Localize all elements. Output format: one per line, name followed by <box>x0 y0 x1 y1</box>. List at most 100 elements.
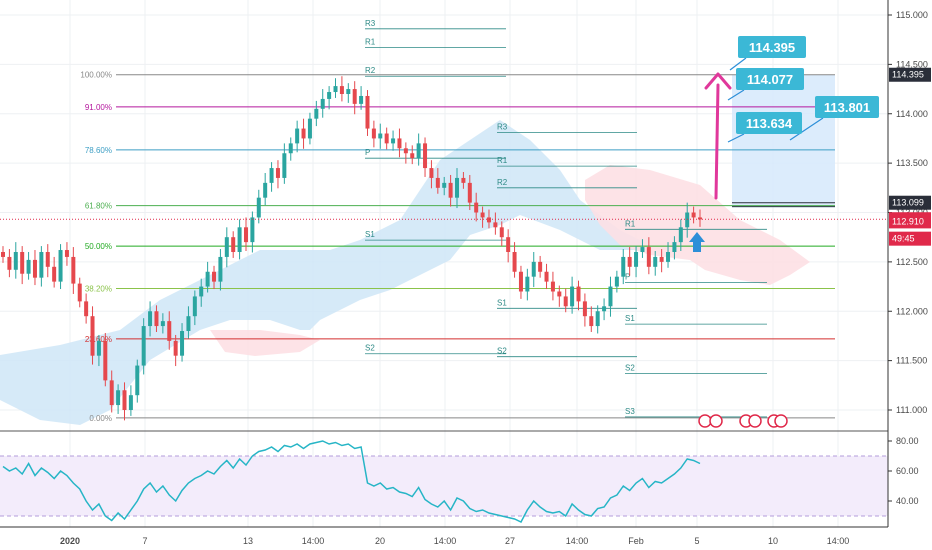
fib-level-label: 61.80% <box>85 202 112 211</box>
pivot-label: P <box>365 148 370 157</box>
candle-body <box>84 301 89 317</box>
blue-up-arrow-icon <box>689 232 705 252</box>
candle-body <box>180 331 185 356</box>
pivot-label: S2 <box>497 347 507 356</box>
cloud-bearish <box>585 165 810 285</box>
candle-body <box>212 271 217 282</box>
fib-level-label: 0.00% <box>89 414 112 423</box>
candle-body <box>359 95 364 104</box>
candle-body <box>423 143 428 169</box>
candle-body <box>295 128 300 144</box>
candle-body <box>148 311 153 327</box>
candle-body <box>576 286 581 302</box>
time-tick-label: 27 <box>505 536 515 546</box>
rsi-line <box>2 440 701 523</box>
pivot-label: R3 <box>365 19 376 28</box>
candle-body <box>339 86 344 94</box>
price-tag <box>889 214 931 229</box>
candle-body <box>346 89 351 94</box>
candle-body <box>557 291 562 297</box>
pivot-label: R1 <box>365 38 376 47</box>
candle-body <box>160 321 165 327</box>
candle-body <box>698 217 702 220</box>
event-marker-icon <box>774 414 788 428</box>
fib-level-label: 38.20% <box>85 285 112 294</box>
annotations <box>689 72 788 428</box>
candle-body <box>525 276 530 292</box>
candle-body <box>461 177 466 183</box>
callout-value: 113.634 <box>746 116 793 131</box>
candle-body <box>256 197 261 218</box>
candle-body <box>314 108 319 119</box>
candle-body <box>429 168 434 178</box>
candle-body <box>410 153 415 159</box>
callout-box <box>736 68 804 90</box>
rsi-tick-label: 60.00 <box>896 466 919 476</box>
candle-body <box>135 365 140 396</box>
callout-pointer <box>789 117 824 141</box>
candle-body <box>486 217 491 223</box>
candle-body <box>685 212 690 228</box>
candle-body <box>173 340 178 356</box>
candle-body <box>122 390 127 410</box>
price-tag-label: 49:45 <box>892 234 915 244</box>
candle-body <box>218 256 223 282</box>
candle-body <box>58 250 63 282</box>
time-tick-label: 5 <box>694 536 699 546</box>
candle-body <box>640 247 645 252</box>
candle-body <box>282 153 287 178</box>
candle-body <box>45 252 50 267</box>
time-tick-label: 2020 <box>60 536 80 546</box>
candle-body <box>397 138 402 149</box>
price-tick-label: 114.000 <box>896 109 928 119</box>
candle-body <box>231 237 236 252</box>
candle-body <box>103 340 108 381</box>
pivot-label: R2 <box>497 178 508 187</box>
price-tag <box>889 231 931 246</box>
price-tick-label: 113.500 <box>896 158 928 168</box>
callout-box <box>738 36 806 58</box>
candle-body <box>608 286 613 307</box>
candle-body <box>403 148 408 154</box>
candle-body <box>480 212 485 218</box>
price-tick-label: 111.500 <box>896 356 927 366</box>
candle-body <box>288 143 293 154</box>
candles <box>0 76 888 421</box>
candle-body <box>550 281 555 292</box>
candle-body <box>243 227 248 243</box>
candle-body <box>678 227 683 243</box>
candle-body <box>320 98 325 109</box>
rsi-panel <box>0 430 888 523</box>
price-tick-label: 114.500 <box>896 59 928 69</box>
price-tick-label: 115.000 <box>896 10 928 20</box>
candle-body <box>499 227 504 238</box>
candle-body <box>659 256 664 262</box>
price-tick-label: 112.500 <box>896 257 928 267</box>
candle-body <box>666 252 671 262</box>
callout-box <box>736 112 802 134</box>
candle-body <box>538 261 543 272</box>
pivot-label: P <box>625 273 630 282</box>
candle-body <box>128 395 133 410</box>
candle-body <box>26 259 31 274</box>
time-tick-label: 14:00 <box>434 536 457 546</box>
candle-body <box>442 182 447 188</box>
pivot-label: R3 <box>497 123 508 132</box>
candle-body <box>455 177 460 198</box>
time-tick-label: 13 <box>243 536 253 546</box>
candle-body <box>199 286 204 297</box>
fib-level-label: 100.00% <box>80 71 112 80</box>
candle-body <box>371 128 376 139</box>
rsi-tick-label: 80.00 <box>896 436 919 446</box>
candle-body <box>621 256 626 277</box>
candle-body <box>646 247 651 267</box>
price-tick-label: 112.000 <box>896 306 928 316</box>
target-zone <box>732 74 835 208</box>
candle-body <box>154 311 159 327</box>
candle-body <box>64 250 69 257</box>
candle-body <box>32 259 37 278</box>
candle-body <box>634 252 639 267</box>
time-tick-label: 14:00 <box>302 536 325 546</box>
candle-body <box>582 301 587 317</box>
